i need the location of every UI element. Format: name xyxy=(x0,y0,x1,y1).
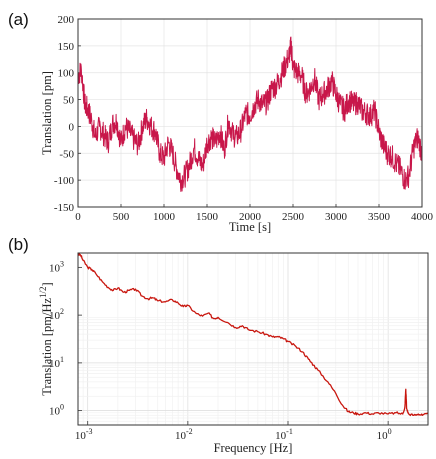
panel-a-xtick-label: 500 xyxy=(113,211,130,223)
panel-b-xtick-label: 100 xyxy=(377,427,392,442)
panel-a-ticks: 0 500 1000 1500 2000 2500 3000 3500 4000-150-100… xyxy=(54,14,434,223)
panel-a: (a) 0 500 1000 1500 2000 2500 3000 3500 4000-150… xyxy=(8,10,434,234)
panel-a-ylabel: Translation [pm] xyxy=(40,71,54,155)
panel-a-series-line xyxy=(77,36,423,192)
panel-a-xtick-label: 2000 xyxy=(239,211,262,223)
panel-a-xtick-label: 3000 xyxy=(325,211,348,223)
panel-a-xtick-label: 3500 xyxy=(368,211,391,223)
panel-b-series-line xyxy=(77,252,429,417)
panel-a-ytick-label: -150 xyxy=(54,202,75,214)
panel-a-xtick-label: 0 xyxy=(75,211,81,223)
panel-a-ytick-label: -50 xyxy=(59,148,74,160)
panel-a-ytick-label: 100 xyxy=(58,68,75,80)
panel-b: (b) 10-3 10-2 10-1 100 100 101 102 103 Frequenc… xyxy=(8,235,429,455)
panel-b-ytick-label: 101 xyxy=(49,355,64,370)
panel-b-ytick-label: 102 xyxy=(49,307,64,322)
panel-a-xlabel: Time [s] xyxy=(229,220,271,234)
panel-a-ytick-label: 150 xyxy=(58,41,75,53)
panel-a-label: (a) xyxy=(8,10,29,29)
panel-b-ylabel: Translation [pm/Hz1/2] xyxy=(38,282,54,395)
panel-b-xtick-label: 10-3 xyxy=(75,427,93,442)
panel-a-xtick-label: 4000 xyxy=(411,211,434,223)
panel-b-ytick-label: 103 xyxy=(49,259,64,274)
panel-b-xtick-label: 10-2 xyxy=(175,427,193,442)
panel-b-frame xyxy=(77,252,429,426)
panel-a-frame xyxy=(77,18,423,208)
panel-a-ytick-label: 50 xyxy=(63,95,75,107)
panel-a-xtick-label: 1500 xyxy=(196,211,219,223)
panel-b-ylabel-main: Translation [pm/Hz xyxy=(40,297,54,395)
panel-b-gridlines xyxy=(78,253,428,425)
panel-b-ylabel-end: ] xyxy=(40,282,54,286)
panel-a-ytick-label: -100 xyxy=(54,175,75,187)
panel-a-xtick-label: 2500 xyxy=(282,211,305,223)
panel-b-xtick-label: 10-1 xyxy=(275,427,293,442)
panel-b-ytick-label: 100 xyxy=(49,403,64,418)
panel-b-xlabel: Frequency [Hz] xyxy=(214,441,293,455)
panel-b-plot-area xyxy=(78,253,428,425)
panel-b-ylabel-sup: 1/2 xyxy=(38,286,48,298)
panel-b-label: (b) xyxy=(8,235,29,254)
panel-a-xtick-label: 1000 xyxy=(153,211,176,223)
panel-a-ytick-label: 0 xyxy=(69,121,75,133)
panel-a-ytick-label: 200 xyxy=(58,14,75,26)
panel-b-ticks: 10-3 10-2 10-1 100 100 101 102 103 xyxy=(49,259,392,442)
